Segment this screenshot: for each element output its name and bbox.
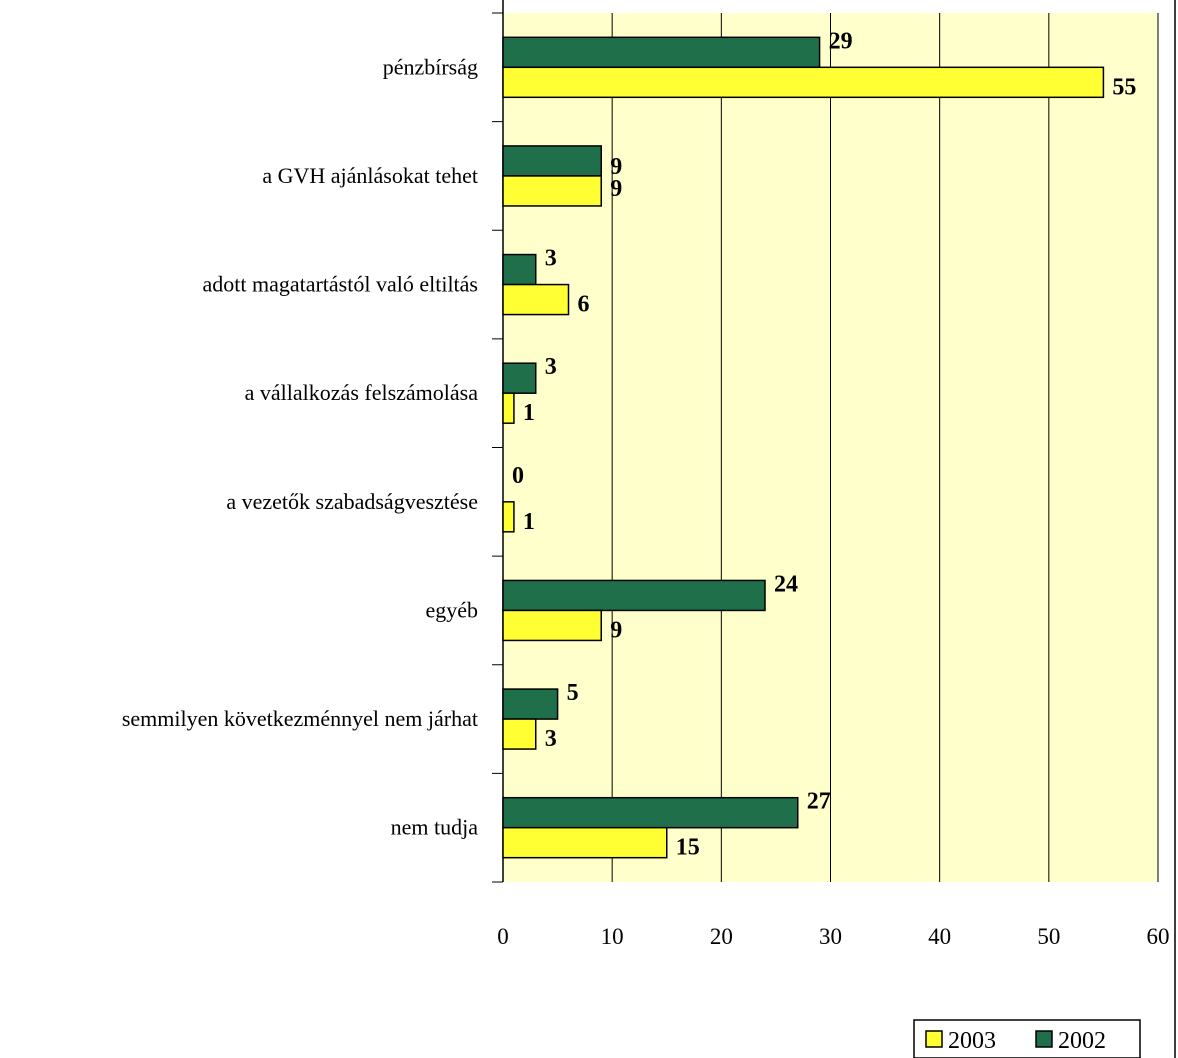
bar-2002: [502, 253, 537, 286]
bar-2002: [502, 36, 821, 69]
category-label: pénzbírság: [383, 54, 478, 79]
data-label-2003: 9: [610, 617, 622, 643]
data-label-2002: 29: [829, 28, 853, 54]
bar-2003: [502, 66, 1105, 99]
data-label-2003: 1: [523, 400, 535, 426]
data-label-2002: 3: [545, 354, 557, 380]
x-tick-label: 0: [497, 924, 509, 949]
data-label-2002: 9: [610, 154, 622, 180]
x-tick-label: 20: [710, 924, 733, 949]
data-label-2002: 3: [545, 246, 557, 272]
bar-2003: [502, 175, 602, 207]
bar-2003: [502, 392, 515, 424]
x-tick-label: 60: [1147, 924, 1170, 949]
category-labels: pénzbírság a GVH ajánlásokat tehet adott m…: [122, 54, 478, 839]
data-label-2002: 27: [807, 789, 831, 815]
legend-label-2002: 2002: [1058, 1028, 1106, 1054]
x-tick-label: 10: [601, 924, 624, 949]
data-label-2002: 0: [512, 463, 524, 489]
bar-2003: [502, 718, 537, 750]
bar-2002: [502, 362, 537, 394]
x-tick-label: 30: [819, 924, 842, 949]
data-label-2003: 15: [676, 835, 700, 861]
category-label: semmilyen következménnyel nem járhat: [122, 706, 478, 731]
data-label-2003: 55: [1112, 74, 1136, 100]
category-label: nem tudja: [391, 815, 479, 840]
bars: [502, 36, 1105, 859]
legend: 2003 2002: [913, 1019, 1141, 1058]
x-tick-label: 50: [1037, 924, 1060, 949]
x-axis-tick-labels: 0 10 20 30 40 50 60: [497, 924, 1169, 949]
bar-2002: [502, 688, 559, 720]
bar-2003: [502, 283, 570, 316]
legend-swatch-2003: [925, 1030, 943, 1048]
legend-label-2003: 2003: [948, 1028, 996, 1054]
legend-swatch-2002: [1035, 1030, 1053, 1048]
category-label: a GVH ajánlásokat tehet: [262, 163, 478, 188]
data-label-2003: 9: [610, 176, 622, 202]
category-label: adott magatartástól való eltiltás: [202, 272, 478, 297]
data-label-2002: 5: [567, 680, 579, 706]
data-label-2003: 6: [578, 292, 590, 318]
plot-area: [492, 0, 1159, 883]
bar-2003: [502, 501, 515, 533]
data-label-2002: 24: [774, 571, 798, 597]
data-label-2003: 1: [523, 509, 535, 535]
bar-2002: [502, 796, 799, 829]
category-label: a vállalkozás felszámolása: [245, 380, 479, 405]
bar-2002: [502, 579, 766, 612]
bar-2003: [502, 609, 602, 642]
data-label-2003: 3: [545, 726, 557, 752]
category-label: egyéb: [425, 597, 478, 622]
category-label: a vezetők szabadságvesztése: [226, 489, 478, 514]
x-tick-label: 40: [928, 924, 951, 949]
legend-box: [913, 1019, 1141, 1058]
bar-2002: [502, 145, 602, 177]
bar-2003: [502, 826, 668, 859]
